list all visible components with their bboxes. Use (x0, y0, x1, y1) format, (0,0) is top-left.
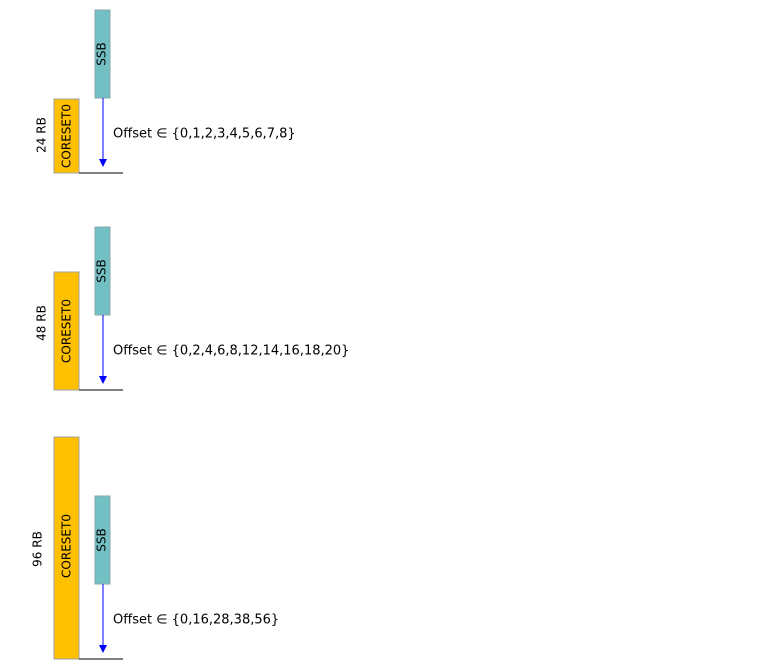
offset-label: Offset ∈ {0,1,2,3,4,5,6,7,8} (113, 127, 296, 142)
offset-label: Offset ∈ {0,16,28,38,56} (113, 613, 279, 628)
ssb-label: SSB (95, 528, 109, 551)
coreset-block (53, 271, 80, 391)
panel-24rb: 24 RB CORESET0 SSB Offset ∈ {0,1,2,3,4,5… (35, 9, 296, 174)
coreset-label: CORESET0 (60, 104, 74, 168)
offset-label: Offset ∈ {0,2,4,6,8,12,14,16,18,20} (113, 344, 349, 359)
rb-label: 96 RB (31, 531, 45, 567)
coreset-block (53, 436, 80, 660)
rb-label: 24 RB (35, 117, 49, 153)
panel-96rb: 96 RB CORESET0 SSB Offset ∈ {0,16,28,38,… (31, 436, 279, 660)
ssb-label: SSB (95, 42, 109, 65)
coreset-block (53, 98, 80, 174)
coreset-label: CORESET0 (60, 299, 74, 363)
coreset-label: CORESET0 (60, 514, 74, 578)
panel-48rb: 48 RB CORESET0 SSB Offset ∈ {0,2,4,6,8,1… (35, 226, 349, 391)
rb-label: 48 RB (35, 305, 49, 341)
ssb-label: SSB (95, 259, 109, 282)
